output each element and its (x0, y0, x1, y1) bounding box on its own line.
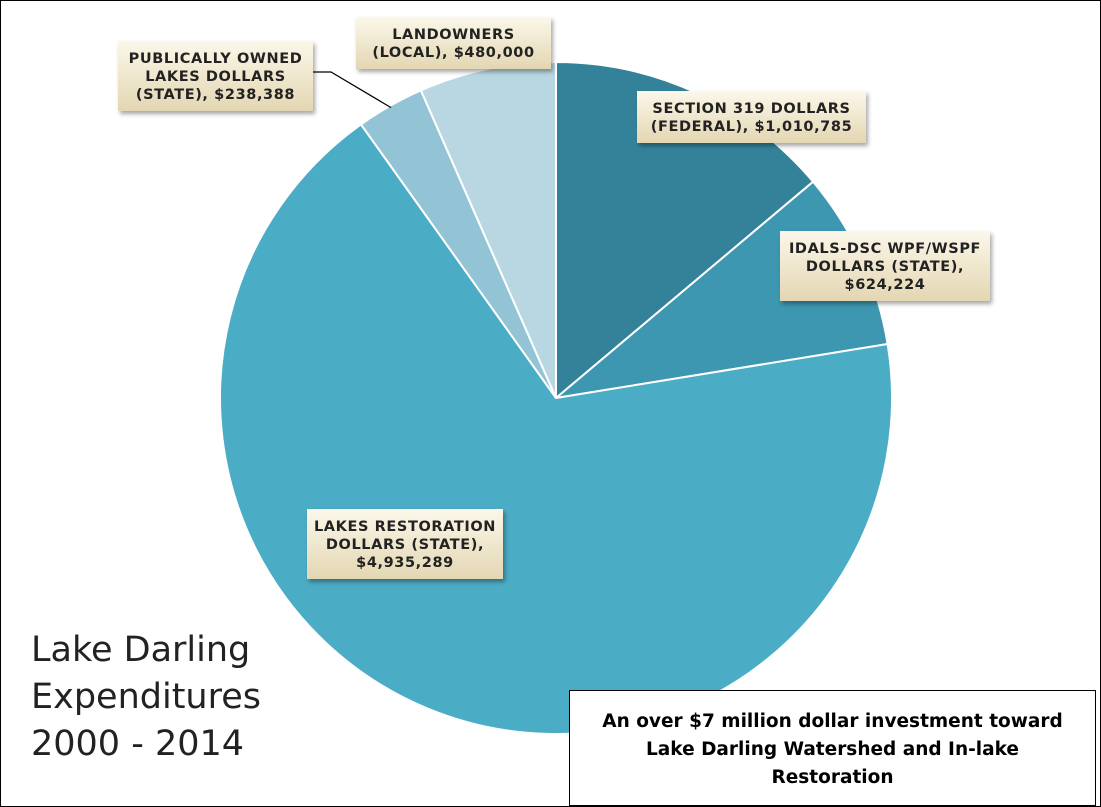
data-label-line: LAKES DOLLARS (145, 69, 286, 85)
data-label-line: $4,935,289 (356, 555, 454, 571)
data-label-line: SECTION 319 DOLLARS (652, 101, 850, 117)
data-label-line: IDALS-DSC WPF/WSPF (789, 241, 981, 257)
data-label-line: DOLLARS (STATE), (806, 259, 964, 275)
chart-title-line-1: Lake Darling (31, 627, 261, 674)
leader-line-publically-owned (313, 72, 391, 108)
data-label-box (637, 91, 866, 143)
pie-slices (220, 62, 892, 734)
data-label-lakes-restoration: LAKES RESTORATION DOLLARS (STATE), $4,935,… (307, 509, 503, 579)
data-label-idals-dsc-wpf-wspf: IDALS-DSC WPF/WSPF DOLLARS (STATE), $624,2… (780, 231, 990, 301)
data-label-line: (STATE), $238,388 (136, 87, 295, 103)
data-label-line: DOLLARS (STATE), (326, 537, 484, 553)
data-label-landowners: LANDOWNERS (LOCAL), $480,000 (356, 17, 551, 69)
data-label-line: $624,224 (845, 277, 926, 293)
data-label-section-319-dollars: SECTION 319 DOLLARS (FEDERAL), $1,010,785 (637, 91, 866, 143)
annotation-text: An over $7 million dollar investment tow… (586, 708, 1079, 792)
data-label-line: (LOCAL), $480,000 (372, 45, 534, 61)
leader-lines (313, 72, 391, 108)
data-label-publically-owned: PUBLICALLY OWNED LAKES DOLLARS (STATE), $2… (118, 41, 313, 111)
data-label-line: PUBLICALLY OWNED (129, 51, 303, 67)
chart-title-line-2: Expenditures (31, 674, 261, 721)
data-label-line: (FEDERAL), $1,010,785 (651, 119, 853, 135)
data-label-box (356, 17, 551, 69)
annotation-box: An over $7 million dollar investment tow… (569, 690, 1096, 806)
chart-title: Lake Darling Expenditures 2000 - 2014 (31, 627, 261, 768)
data-label-line: LANDOWNERS (392, 27, 515, 43)
chart-title-line-3: 2000 - 2014 (31, 721, 261, 768)
data-label-line: LAKES RESTORATION (314, 519, 496, 535)
